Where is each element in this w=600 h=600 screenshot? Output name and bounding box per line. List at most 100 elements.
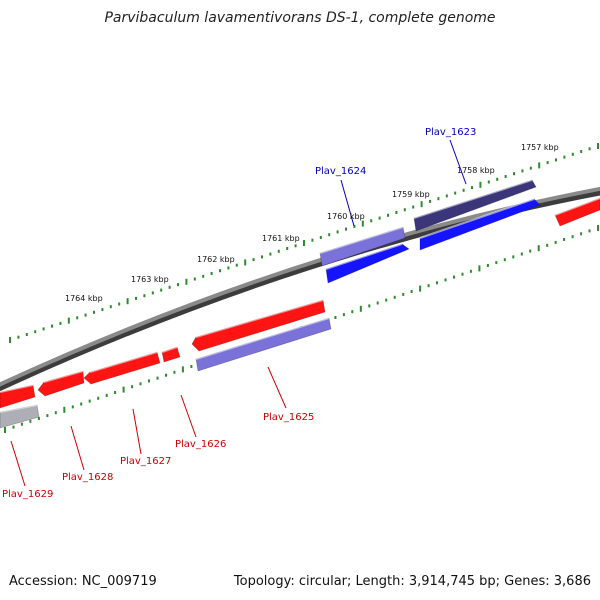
minor-tick [131, 385, 134, 389]
gene-label-plav-1626: Plav_1626 [175, 439, 226, 450]
gene-highlight [325, 243, 403, 270]
minor-tick [393, 295, 396, 299]
minor-tick [368, 304, 371, 308]
minor-tick [51, 324, 53, 328]
gene-plav-1628[interactable] [37, 370, 85, 397]
gene-highlight [43, 370, 84, 383]
minor-tick [437, 197, 440, 201]
minor-tick [34, 330, 37, 334]
minor-tick [529, 249, 532, 253]
minor-tick [571, 152, 574, 156]
minor-tick [403, 208, 406, 212]
minor-tick [165, 373, 167, 377]
gene-plav-1627[interactable] [83, 351, 161, 385]
gene-label-plav-1625: Plav_1625 [263, 412, 314, 423]
minor-tick [555, 158, 557, 162]
major-tick [538, 162, 541, 169]
genome-title: Parvibaculum lavamentivorans DS-1, compl… [104, 10, 496, 26]
minor-tick [353, 224, 356, 228]
minor-tick [46, 414, 49, 418]
gene-label-plav-1628: Plav_1628 [62, 472, 113, 483]
gene-label-plav-1623: Plav_1623 [425, 127, 476, 138]
label-leader-line [267, 366, 287, 409]
minor-tick [29, 419, 32, 423]
minor-tick [139, 382, 142, 386]
minor-tick [156, 376, 159, 380]
gene-highlight [89, 351, 158, 373]
minor-tick [453, 275, 455, 279]
minor-tick [554, 240, 557, 244]
label-leader-line [449, 139, 467, 185]
minor-tick [151, 291, 154, 295]
major-tick [479, 181, 482, 188]
minor-tick [513, 172, 515, 176]
minor-tick [105, 393, 108, 397]
minor-tick [80, 402, 83, 406]
label-leader-line [132, 408, 142, 455]
minor-tick [563, 155, 566, 159]
minor-tick [345, 227, 347, 231]
major-tick [361, 220, 364, 227]
minor-tick [427, 284, 430, 288]
label-leader-lines [10, 139, 467, 487]
minor-tick [311, 238, 314, 242]
genome-summary-text: Topology: circular; Length: 3,914,745 bp… [233, 574, 591, 589]
minor-tick [286, 247, 289, 250]
scale-label: 1757 kbp [521, 143, 559, 152]
gene-labels: Plav_1623 Plav_1624 Plav_1625 Plav_1626 … [2, 127, 476, 500]
gene-label-plav-1624: Plav_1624 [315, 166, 366, 177]
scale-label: 1761 kbp [262, 234, 300, 243]
minor-tick [252, 258, 255, 262]
minor-tick [454, 191, 457, 195]
major-tick [244, 259, 247, 266]
minor-tick [143, 294, 146, 298]
minor-tick [269, 252, 272, 256]
minor-tick [429, 199, 431, 203]
major-tick [419, 285, 422, 292]
minor-tick [387, 213, 389, 217]
minor-tick [17, 335, 20, 339]
gene-highlight [419, 198, 535, 239]
major-tick [126, 298, 129, 305]
gene-highlight [0, 404, 38, 413]
minor-tick [563, 238, 566, 241]
minor-tick [462, 188, 465, 192]
minor-tick [97, 396, 100, 400]
major-tick [181, 366, 184, 373]
minor-tick [444, 278, 447, 282]
scale-label: 1760 kbp [327, 212, 365, 221]
gene-features [0, 179, 600, 429]
minor-tick [385, 298, 388, 302]
major-tick [359, 305, 362, 312]
scale-labels: 1757 kbp 1758 kbp 1759 kbp 1760 kbp 1761… [65, 143, 559, 303]
minor-tick [336, 230, 339, 234]
scale-ticks-outer [9, 143, 599, 343]
minor-tick [261, 255, 263, 259]
gene-highlight [413, 179, 533, 219]
major-tick [67, 317, 70, 324]
major-tick [597, 143, 599, 149]
minor-tick [160, 288, 163, 292]
accession-text: Accession: NC_009719 [9, 574, 157, 589]
minor-tick [93, 310, 95, 314]
minor-tick [294, 244, 297, 248]
minor-tick [148, 379, 150, 383]
minor-tick [436, 281, 438, 285]
minor-tick [571, 235, 574, 239]
minor-tick [12, 425, 15, 429]
scale-label: 1759 kbp [392, 190, 430, 199]
minor-tick [395, 211, 398, 214]
minor-tick [277, 249, 280, 253]
minor-tick [210, 272, 213, 275]
minor-tick [546, 243, 549, 247]
major-tick [303, 240, 305, 246]
minor-tick [54, 411, 57, 415]
label-leader-line [180, 394, 197, 438]
major-tick [420, 201, 423, 208]
minor-tick [76, 316, 79, 320]
minor-tick [588, 229, 591, 233]
major-tick [597, 225, 599, 231]
minor-tick [410, 290, 413, 293]
minor-tick [412, 205, 415, 209]
gene-highlight [0, 384, 34, 393]
